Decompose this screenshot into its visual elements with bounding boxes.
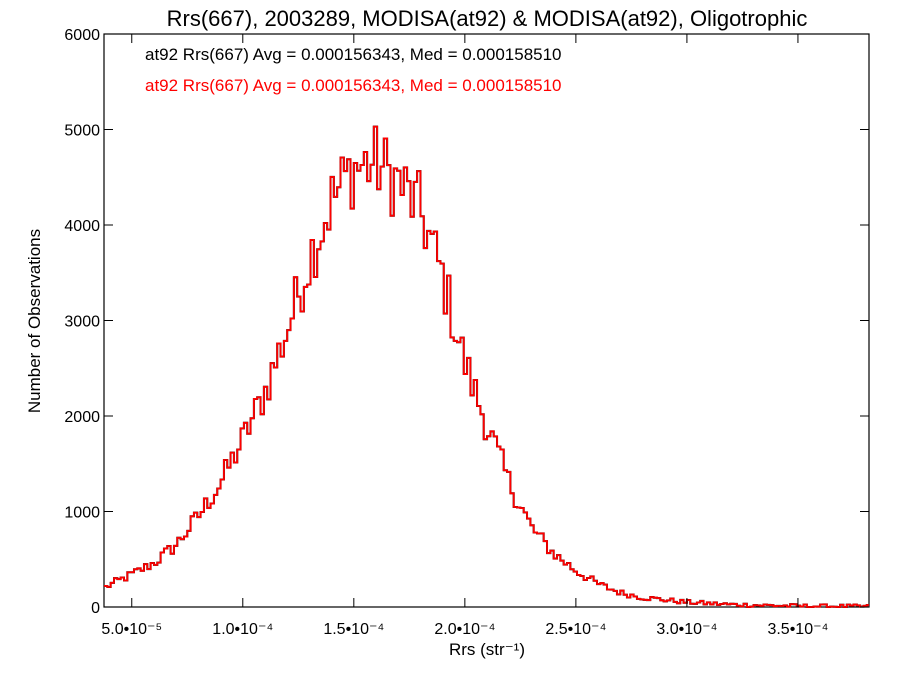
histogram-series-0 bbox=[104, 125, 869, 608]
x-tick-label: 3.0•10⁻⁴ bbox=[656, 621, 717, 638]
plot-area bbox=[103, 33, 870, 608]
x-tick-label: 3.5•10⁻⁴ bbox=[767, 621, 828, 638]
plot-border bbox=[103, 33, 870, 608]
x-tick-label: 1.0•10⁻⁴ bbox=[212, 621, 273, 638]
chart-title: Rrs(667), 2003289, MODISA(at92) & MODISA… bbox=[167, 6, 808, 31]
y-tick-label: 4000 bbox=[64, 218, 100, 235]
y-tick-label: 6000 bbox=[64, 27, 100, 44]
annotation-black: at92 Rrs(667) Avg = 0.000156343, Med = 0… bbox=[145, 45, 562, 64]
axis-ticks: 5.0•10⁻⁵ 1.0•10⁻⁴ 1.5•10⁻⁴ 2.0•10⁻⁴ 2.5•10⁻⁴… bbox=[64, 27, 869, 638]
y-axis-label: Number of Observations bbox=[25, 229, 44, 413]
x-tick-label: 2.0•10⁻⁴ bbox=[434, 621, 495, 638]
x-tick-label: 5.0•10⁻⁵ bbox=[101, 621, 162, 638]
histogram-series-1 bbox=[104, 125, 869, 608]
x-tick-label: 1.5•10⁻⁴ bbox=[323, 621, 384, 638]
x-tick-label: 2.5•10⁻⁴ bbox=[545, 621, 606, 638]
legend-annotations: at92 Rrs(667) Avg = 0.000156343, Med = 0… bbox=[145, 45, 562, 95]
x-axis-label: Rrs (str⁻¹) bbox=[449, 640, 525, 659]
y-tick-label: 2000 bbox=[64, 409, 100, 426]
y-tick-label: 1000 bbox=[64, 505, 100, 522]
y-tick-label: 3000 bbox=[64, 314, 100, 331]
y-tick-label: 5000 bbox=[64, 123, 100, 140]
y-tick-label: 0 bbox=[91, 600, 100, 617]
annotation-red: at92 Rrs(667) Avg = 0.000156343, Med = 0… bbox=[145, 76, 562, 95]
histogram-series bbox=[104, 125, 869, 608]
